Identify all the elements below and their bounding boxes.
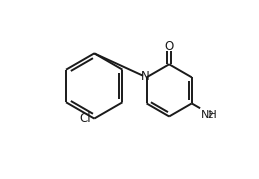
Text: Cl: Cl: [80, 112, 91, 125]
Text: N: N: [141, 71, 150, 83]
Text: 2: 2: [208, 112, 213, 120]
Text: NH: NH: [201, 110, 218, 120]
Text: O: O: [164, 40, 174, 53]
